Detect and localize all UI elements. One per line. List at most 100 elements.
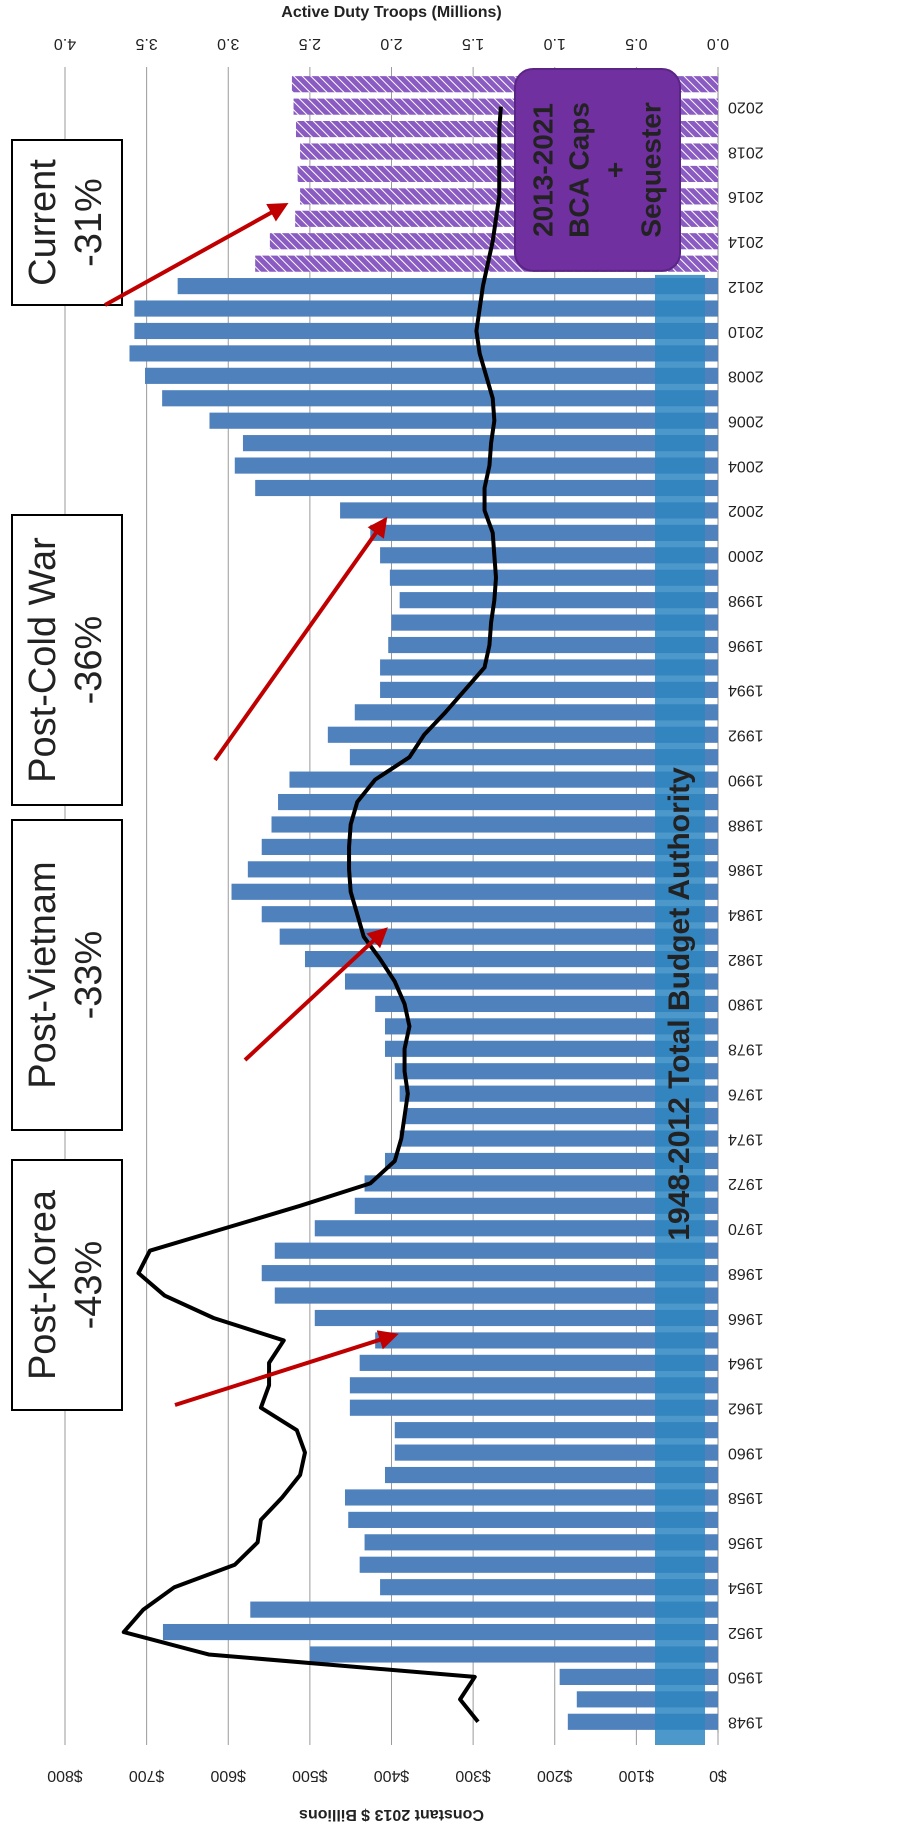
callout-arrow xyxy=(174,1330,399,1407)
bar xyxy=(384,1466,718,1484)
bar xyxy=(349,749,718,766)
x-tick-label: 1984 xyxy=(728,906,764,923)
bar xyxy=(399,592,718,609)
y-tick-label: $800 xyxy=(47,1767,83,1784)
bar xyxy=(364,1175,718,1192)
x-tick-label: 1988 xyxy=(728,816,764,833)
x-tick-label: 1970 xyxy=(728,1220,764,1237)
bar xyxy=(380,681,718,698)
bar xyxy=(394,1422,718,1439)
y-tick-label: $300 xyxy=(455,1767,491,1784)
y-tick-label: $400 xyxy=(374,1767,410,1784)
bar xyxy=(359,1354,718,1371)
bar xyxy=(242,435,718,452)
bar xyxy=(384,1018,718,1035)
label-band xyxy=(655,274,705,1745)
x-tick-label: 1972 xyxy=(728,1175,764,1192)
bar xyxy=(394,1444,718,1461)
bar xyxy=(388,636,718,654)
bar xyxy=(340,502,718,519)
x-tick-label: 1980 xyxy=(728,996,764,1013)
bar xyxy=(274,1287,718,1304)
y-axis-title: Constant 2013 $ Billions xyxy=(299,1806,484,1823)
bar xyxy=(289,771,718,788)
callout-text: -33% xyxy=(68,931,110,1020)
x-tick-label: 1962 xyxy=(728,1399,764,1416)
bar xyxy=(370,524,718,541)
x-tick-label: 1956 xyxy=(728,1534,764,1551)
series-label: 2013-2021 xyxy=(527,103,558,237)
callout-box xyxy=(11,514,123,806)
bar xyxy=(348,1511,718,1528)
bar xyxy=(314,1309,718,1327)
y2-tick-label: 0.5 xyxy=(625,35,647,52)
callout-box xyxy=(11,1159,123,1411)
x-tick-label: 1964 xyxy=(728,1355,764,1372)
x-tick-label: 1986 xyxy=(728,861,764,878)
x-tick-label: 1978 xyxy=(728,1041,764,1058)
x-tick-label: 1992 xyxy=(728,727,764,744)
callout-text: -36% xyxy=(68,616,110,705)
bar xyxy=(162,1623,718,1641)
bar xyxy=(380,547,718,564)
y2-axis-title: Active Duty Troops (Millions) xyxy=(281,4,501,21)
bar xyxy=(261,1265,718,1282)
x-tick-label: 1954 xyxy=(728,1579,764,1596)
bar xyxy=(231,883,718,900)
x-tick-label: 1996 xyxy=(728,637,764,654)
x-tick-label: 1976 xyxy=(728,1085,764,1102)
bar xyxy=(134,322,719,340)
x-tick-label: 2018 xyxy=(728,143,764,160)
bar xyxy=(234,457,718,474)
bar xyxy=(344,1489,718,1506)
bar xyxy=(349,1377,718,1394)
x-tick-label: 1950 xyxy=(728,1669,764,1686)
bar xyxy=(354,704,718,721)
troops-line xyxy=(121,106,503,1724)
y-tick-label: $700 xyxy=(129,1767,165,1784)
callout-arrow xyxy=(213,516,388,762)
x-tick-label: 2006 xyxy=(728,412,764,429)
callout-text: Post-Vietnam xyxy=(22,861,64,1088)
callout-arrow xyxy=(104,203,289,307)
x-tick-label: 2010 xyxy=(728,323,764,340)
y2-tick-label: 2.0 xyxy=(380,35,402,52)
callout-box xyxy=(11,139,123,306)
bar xyxy=(394,1063,718,1080)
x-tick-label: 1966 xyxy=(728,1310,764,1327)
bar xyxy=(344,973,718,990)
callout-arrow xyxy=(243,927,388,1062)
bar xyxy=(271,816,718,833)
bar xyxy=(375,1332,718,1349)
x-tick-label: 1994 xyxy=(728,682,764,699)
bar xyxy=(274,1242,718,1259)
bar xyxy=(309,1646,718,1663)
x-tick-label: 2020 xyxy=(728,98,764,115)
bar xyxy=(384,1040,718,1057)
bar xyxy=(250,1601,718,1618)
bar xyxy=(134,300,719,317)
bar xyxy=(279,928,718,945)
callout-text: -31% xyxy=(68,178,110,267)
x-tick-label: 1958 xyxy=(728,1489,764,1506)
bar xyxy=(389,569,718,586)
bar xyxy=(209,412,718,429)
x-tick-label: 1998 xyxy=(728,592,764,609)
y2-tick-label: 1.0 xyxy=(544,35,566,52)
y2-tick-label: 3.5 xyxy=(135,35,157,52)
y-tick-label: $200 xyxy=(537,1767,573,1784)
x-tick-label: 2016 xyxy=(728,188,764,205)
bar xyxy=(349,1399,718,1416)
x-tick-label: 1982 xyxy=(728,951,764,968)
bar xyxy=(278,793,718,811)
y-tick-label: $600 xyxy=(210,1767,246,1784)
y2-tick-label: 4.0 xyxy=(54,35,76,52)
x-tick-label: 2014 xyxy=(728,233,764,250)
y2-tick-label: 1.5 xyxy=(462,35,484,52)
callout-text: -43% xyxy=(68,1241,110,1330)
bar xyxy=(129,345,718,362)
y2-tick-label: 3.0 xyxy=(217,35,239,52)
bar xyxy=(354,1197,718,1214)
bar xyxy=(304,951,718,968)
